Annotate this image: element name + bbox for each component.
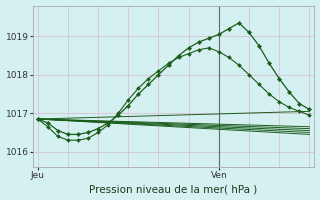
- X-axis label: Pression niveau de la mer( hPa ): Pression niveau de la mer( hPa ): [90, 184, 258, 194]
